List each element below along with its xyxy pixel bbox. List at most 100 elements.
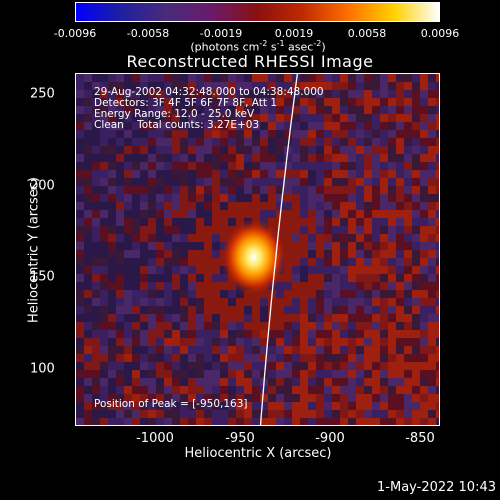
image-pixel (156, 322, 164, 330)
image-pixel (404, 314, 412, 322)
image-pixel (308, 258, 316, 266)
image-pixel (268, 74, 276, 82)
image-pixel (332, 330, 340, 338)
image-pixel (180, 354, 188, 362)
image-pixel (140, 298, 148, 306)
image-pixel (156, 250, 164, 258)
image-pixel (292, 210, 300, 218)
image-pixel (364, 122, 372, 130)
image-pixel (324, 242, 332, 250)
image-pixel (76, 74, 84, 82)
image-pixel (308, 354, 316, 362)
image-pixel (100, 194, 108, 202)
image-pixel (252, 306, 260, 314)
image-pixel (284, 218, 292, 226)
image-pixel (308, 178, 316, 186)
image-pixel (252, 322, 260, 330)
image-pixel (180, 370, 188, 378)
image-pixel (372, 210, 380, 218)
image-pixel (332, 298, 340, 306)
image-pixel (388, 306, 396, 314)
image-pixel (236, 346, 244, 354)
image-pixel (172, 354, 180, 362)
image-pixel (116, 330, 124, 338)
image-pixel (348, 266, 356, 274)
image-pixel (380, 194, 388, 202)
image-pixel (164, 274, 172, 282)
image-pixel (300, 74, 308, 82)
image-pixel (356, 202, 364, 210)
image-pixel (428, 410, 436, 418)
image-pixel (380, 122, 388, 130)
image-pixel (204, 410, 212, 418)
image-pixel (268, 146, 276, 154)
image-pixel (196, 378, 204, 386)
image-pixel (332, 130, 340, 138)
image-pixel (156, 290, 164, 298)
image-pixel (116, 234, 124, 242)
image-pixel (172, 378, 180, 386)
image-pixel (132, 274, 140, 282)
image-pixel (396, 322, 404, 330)
image-pixel (396, 290, 404, 298)
image-pixel (212, 234, 220, 242)
image-pixel (180, 146, 188, 154)
image-pixel (404, 114, 412, 122)
image-pixel (372, 122, 380, 130)
image-pixel (284, 314, 292, 322)
image-pixel (332, 210, 340, 218)
image-pixel (228, 202, 236, 210)
image-pixel (380, 274, 388, 282)
image-pixel (300, 298, 308, 306)
image-pixel (156, 242, 164, 250)
image-pixel (380, 210, 388, 218)
image-pixel (372, 218, 380, 226)
image-pixel (172, 138, 180, 146)
image-pixel (420, 306, 428, 314)
image-pixel (140, 290, 148, 298)
image-pixel (108, 210, 116, 218)
image-pixel (300, 154, 308, 162)
image-pixel (148, 346, 156, 354)
image-pixel (228, 314, 236, 322)
image-pixel (396, 402, 404, 410)
image-pixel (380, 410, 388, 418)
image-pixel (212, 386, 220, 394)
image-pixel (420, 242, 428, 250)
colorbar (75, 2, 440, 22)
image-pixel (212, 306, 220, 314)
image-pixel (372, 418, 380, 426)
image-pixel (116, 370, 124, 378)
image-pixel (84, 170, 92, 178)
image-pixel (244, 202, 252, 210)
image-pixel (252, 394, 260, 402)
image-pixel (132, 186, 140, 194)
image-pixel (356, 338, 364, 346)
image-pixel (108, 322, 116, 330)
x-tick: -850 (405, 431, 435, 446)
image-pixel (300, 202, 308, 210)
image-pixel (380, 346, 388, 354)
image-pixel (188, 410, 196, 418)
image-pixel (340, 354, 348, 362)
image-pixel (76, 146, 84, 154)
image-pixel (316, 354, 324, 362)
image-pixel (84, 258, 92, 266)
image-pixel (364, 226, 372, 234)
image-pixel (204, 234, 212, 242)
image-pixel (428, 234, 436, 242)
image-pixel (404, 234, 412, 242)
image-pixel (348, 218, 356, 226)
image-pixel (140, 306, 148, 314)
image-pixel (340, 274, 348, 282)
image-pixel (124, 242, 132, 250)
image-pixel (364, 322, 372, 330)
image-pixel (356, 418, 364, 426)
image-pixel (100, 266, 108, 274)
image-pixel (156, 234, 164, 242)
image-pixel (340, 226, 348, 234)
image-pixel (100, 138, 108, 146)
image-pixel (364, 202, 372, 210)
image-pixel (380, 314, 388, 322)
image-pixel (396, 242, 404, 250)
